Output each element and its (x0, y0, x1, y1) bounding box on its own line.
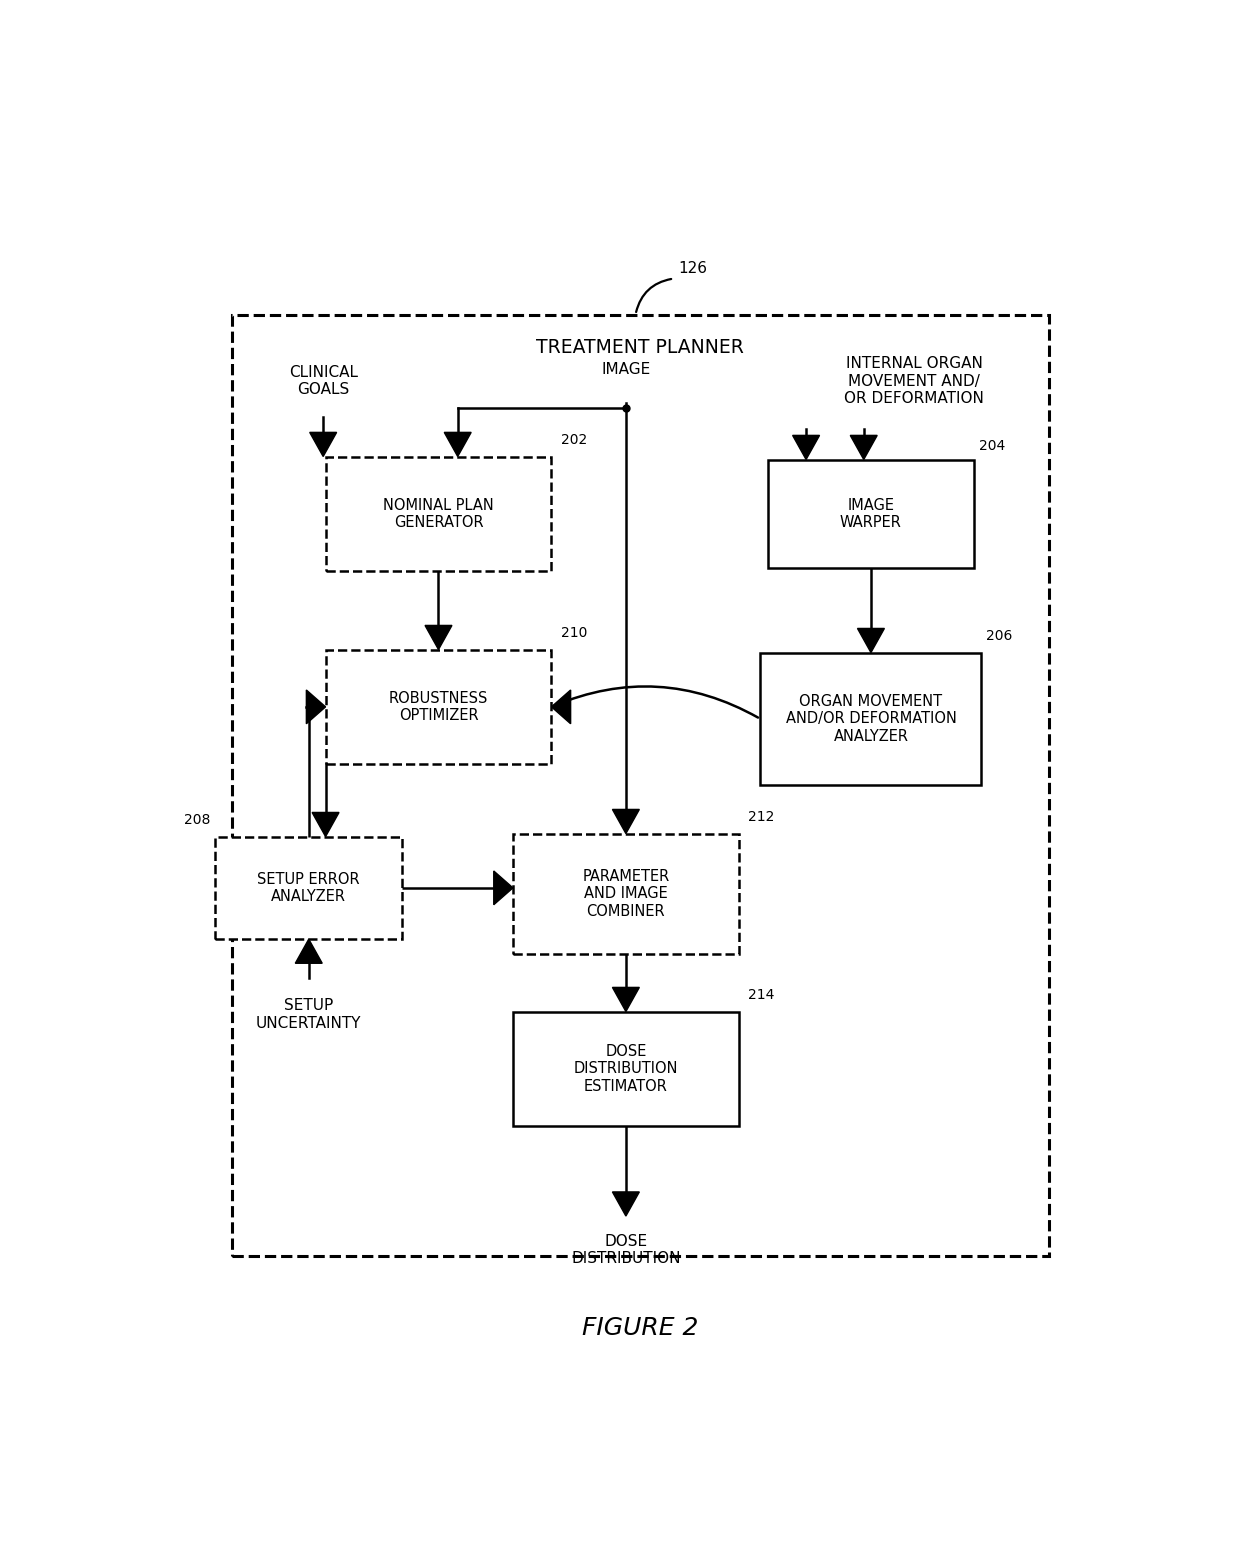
Text: INTERNAL ORGAN
MOVEMENT AND/
OR DEFORMATION: INTERNAL ORGAN MOVEMENT AND/ OR DEFORMAT… (844, 356, 985, 406)
FancyBboxPatch shape (326, 456, 552, 570)
Text: DOSE
DISTRIBUTION: DOSE DISTRIBUTION (572, 1233, 681, 1266)
Text: 212: 212 (749, 810, 775, 824)
Polygon shape (310, 432, 336, 456)
Polygon shape (851, 436, 877, 459)
Polygon shape (613, 810, 640, 834)
FancyBboxPatch shape (326, 650, 552, 765)
Polygon shape (858, 628, 884, 652)
Text: ROBUSTNESS
OPTIMIZER: ROBUSTNESS OPTIMIZER (389, 691, 489, 722)
Text: 202: 202 (560, 432, 588, 447)
Text: FIGURE 2: FIGURE 2 (582, 1316, 698, 1340)
Polygon shape (306, 689, 326, 724)
Polygon shape (425, 625, 451, 650)
Text: 126: 126 (678, 262, 708, 276)
Text: ORGAN MOVEMENT
AND/OR DEFORMATION
ANALYZER: ORGAN MOVEMENT AND/OR DEFORMATION ANALYZ… (785, 694, 956, 744)
FancyBboxPatch shape (513, 834, 739, 954)
Text: 206: 206 (986, 628, 1013, 642)
Polygon shape (295, 939, 322, 964)
Text: DOSE
DISTRIBUTION
ESTIMATOR: DOSE DISTRIBUTION ESTIMATOR (574, 1044, 678, 1094)
Text: SETUP
UNCERTAINTY: SETUP UNCERTAINTY (255, 998, 362, 1031)
FancyBboxPatch shape (513, 1012, 739, 1127)
Text: TREATMENT PLANNER: TREATMENT PLANNER (537, 338, 744, 357)
Polygon shape (613, 1192, 640, 1216)
FancyBboxPatch shape (768, 459, 975, 569)
FancyBboxPatch shape (232, 315, 1049, 1255)
Text: SETUP ERROR
ANALYZER: SETUP ERROR ANALYZER (258, 871, 360, 904)
Text: CLINICAL
GOALS: CLINICAL GOALS (289, 365, 357, 398)
Polygon shape (312, 812, 339, 837)
Polygon shape (552, 689, 570, 724)
Text: NOMINAL PLAN
GENERATOR: NOMINAL PLAN GENERATOR (383, 498, 494, 530)
Polygon shape (444, 432, 471, 456)
Text: PARAMETER
AND IMAGE
COMBINER: PARAMETER AND IMAGE COMBINER (583, 870, 670, 918)
FancyBboxPatch shape (215, 837, 403, 939)
Polygon shape (792, 436, 820, 459)
Polygon shape (494, 871, 513, 904)
Text: 214: 214 (749, 987, 775, 1001)
Text: 204: 204 (980, 439, 1006, 453)
FancyBboxPatch shape (760, 652, 982, 785)
Text: 210: 210 (560, 625, 588, 639)
Text: 208: 208 (184, 813, 211, 827)
Text: IMAGE
WARPER: IMAGE WARPER (839, 498, 901, 530)
Text: IMAGE: IMAGE (601, 362, 651, 376)
Polygon shape (613, 987, 640, 1012)
